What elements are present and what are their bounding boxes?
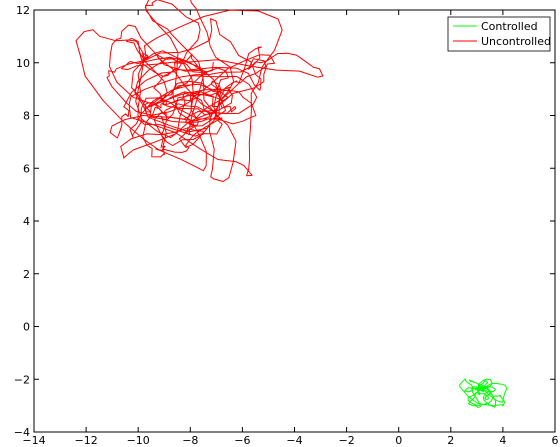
x-tick-label: −14 (22, 434, 45, 447)
y-tick-label: 2 (23, 268, 30, 281)
x-tick-label: −6 (234, 434, 250, 447)
legend: Controlled Uncontrolled (447, 16, 551, 52)
x-tick-label: −4 (286, 434, 302, 447)
axes: −14 −12 −10 −8 −6 −4 −2 0 2 4 6 −4 −2 0 2 4 6 8 10 12 (14, 4, 559, 447)
legend-box (447, 16, 551, 52)
x-tick-label: 4 (499, 434, 506, 447)
x-tick-label: −2 (338, 434, 354, 447)
x-tick-label: −8 (182, 434, 198, 447)
x-tick-label: 0 (395, 434, 402, 447)
x-tick-label: −10 (127, 434, 150, 447)
y-tick-label: −2 (14, 373, 30, 386)
y-tick-label: 12 (16, 4, 30, 17)
y-tick-label: −4 (14, 426, 30, 439)
plot-lines (75, 0, 508, 408)
y-tick-label: 4 (23, 215, 30, 228)
x-tick-label: −12 (74, 434, 97, 447)
y-tick-label: 6 (23, 162, 30, 175)
y-tick-label: 8 (23, 110, 30, 123)
y-tick-label: 10 (16, 57, 30, 70)
y-tick-label: 0 (23, 321, 30, 334)
legend-label-controlled: Controlled (481, 20, 538, 33)
legend-label-uncontrolled: Uncontrolled (481, 35, 551, 48)
x-tick-label: 2 (447, 434, 454, 447)
series-line-controlled (458, 378, 508, 408)
plot-area (33, 9, 556, 433)
series-line-uncontrolled (75, 0, 324, 182)
x-tick-label: 6 (552, 434, 559, 447)
